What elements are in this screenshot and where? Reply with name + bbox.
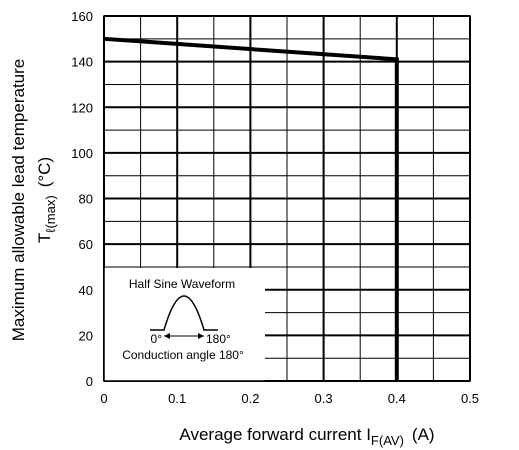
inset-box bbox=[104, 268, 265, 381]
y-tick-label: 140 bbox=[71, 55, 93, 70]
y-tick-label: 40 bbox=[79, 283, 93, 298]
x-axis-title-sub: F(AV) bbox=[371, 433, 404, 448]
y-tick-label: 20 bbox=[79, 328, 93, 343]
x-tick-label: 0 bbox=[100, 391, 107, 406]
x-tick-label: 0.4 bbox=[388, 391, 406, 406]
tick-labels: 0 0.1 0.2 0.3 0.4 0.5 0 20 40 60 80 100 120 140 160 bbox=[71, 9, 479, 406]
y-axis-symbol: Tℓ(max) (°C) bbox=[35, 157, 58, 243]
x-tick-label: 0.1 bbox=[168, 391, 186, 406]
series-layer bbox=[103, 36, 399, 381]
y-axis-symbol-sub: ℓ(max) bbox=[43, 195, 58, 232]
x-axis-title-unit: (A) bbox=[412, 425, 435, 444]
y-tick-label: 100 bbox=[71, 146, 93, 161]
x-tick-label: 0.3 bbox=[315, 391, 333, 406]
inset-angle-start: 0° bbox=[151, 332, 163, 346]
y-axis-unit: (°C) bbox=[35, 157, 54, 187]
y-tick-label: 60 bbox=[79, 237, 93, 252]
series-line bbox=[103, 36, 399, 381]
x-tick-label: 0.5 bbox=[461, 391, 479, 406]
x-tick-label: 0.2 bbox=[241, 391, 259, 406]
x-axis-title-main: Average forward current I bbox=[179, 425, 371, 444]
y-tick-label: 120 bbox=[71, 100, 93, 115]
y-tick-label: 0 bbox=[86, 374, 93, 389]
arrow-right-icon bbox=[198, 333, 204, 339]
x-axis-title: Average forward current IF(AV) (A) bbox=[179, 425, 434, 448]
y-axis-title: Maximum allowable lead temperature bbox=[9, 59, 28, 342]
inset-angle-end: 180° bbox=[206, 332, 231, 346]
inset-caption: Conduction angle 180° bbox=[122, 348, 244, 362]
waveform-inset: Half Sine Waveform 0° 180° Conduction an… bbox=[104, 268, 265, 381]
half-sine-waveform bbox=[150, 295, 218, 331]
y-tick-label: 160 bbox=[71, 9, 93, 24]
inset-title: Half Sine Waveform bbox=[129, 277, 235, 291]
y-axis-symbol-main: T bbox=[35, 233, 54, 243]
y-tick-label: 80 bbox=[79, 192, 93, 207]
arrow-left-icon bbox=[164, 333, 170, 339]
plot-frame bbox=[103, 15, 471, 382]
